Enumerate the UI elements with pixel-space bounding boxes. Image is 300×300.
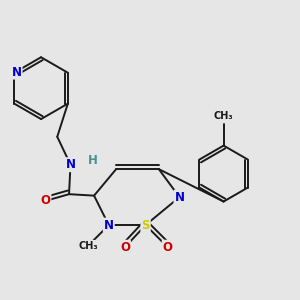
Text: O: O xyxy=(120,241,130,254)
Text: CH₃: CH₃ xyxy=(214,111,233,121)
Text: CH₃: CH₃ xyxy=(78,241,98,251)
Text: H: H xyxy=(88,154,98,167)
Text: S: S xyxy=(141,219,150,232)
Text: O: O xyxy=(40,194,50,207)
Text: N: N xyxy=(65,158,76,171)
Text: N: N xyxy=(12,66,22,79)
Text: N: N xyxy=(104,219,114,232)
Text: N: N xyxy=(174,190,184,204)
Text: O: O xyxy=(163,241,173,254)
